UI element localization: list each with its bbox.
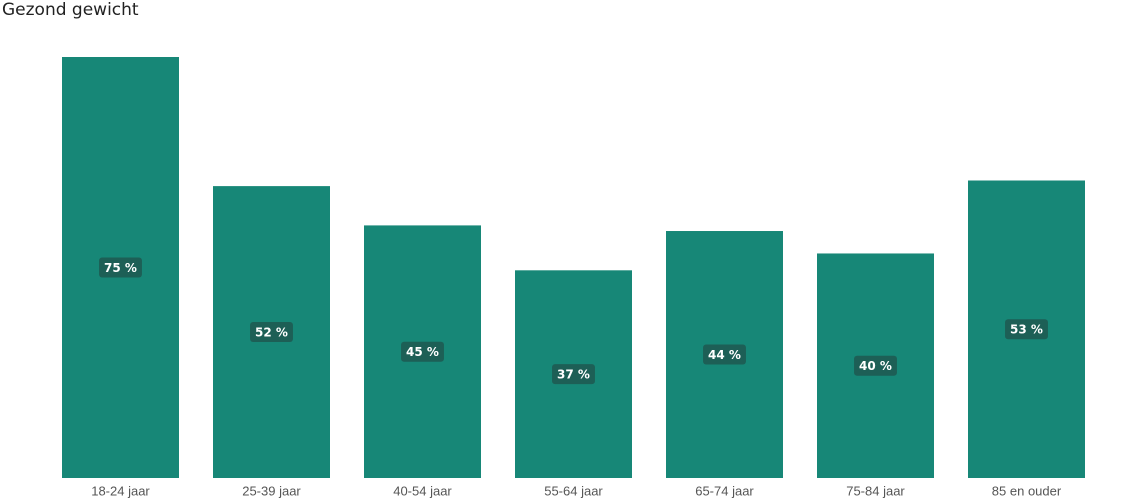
value-label-bg — [401, 341, 444, 362]
value-label: 75 % — [104, 261, 137, 275]
x-tick-label: 75-84 jaar — [846, 483, 905, 498]
value-label: 53 % — [1010, 323, 1043, 337]
chart-title: Gezond gewicht — [2, 0, 139, 20]
value-label-bg — [703, 344, 746, 365]
value-label-bg — [552, 364, 595, 385]
x-tick-label: 85 en ouder — [992, 483, 1062, 498]
x-tick-label: 18-24 jaar — [91, 483, 150, 498]
x-tick-label: 65-74 jaar — [695, 483, 754, 498]
value-label: 44 % — [708, 348, 741, 362]
x-tick-label: 25-39 jaar — [242, 483, 301, 498]
value-label: 40 % — [859, 359, 892, 373]
value-label-bg — [1005, 319, 1048, 340]
value-label: 52 % — [255, 326, 288, 340]
x-tick-label: 55-64 jaar — [544, 483, 603, 498]
value-label-bg — [854, 355, 897, 376]
value-label: 37 % — [557, 368, 590, 382]
value-label-bg — [250, 322, 293, 343]
value-label-bg — [99, 257, 142, 278]
x-tick-label: 40-54 jaar — [393, 483, 452, 498]
value-label: 45 % — [406, 345, 439, 359]
